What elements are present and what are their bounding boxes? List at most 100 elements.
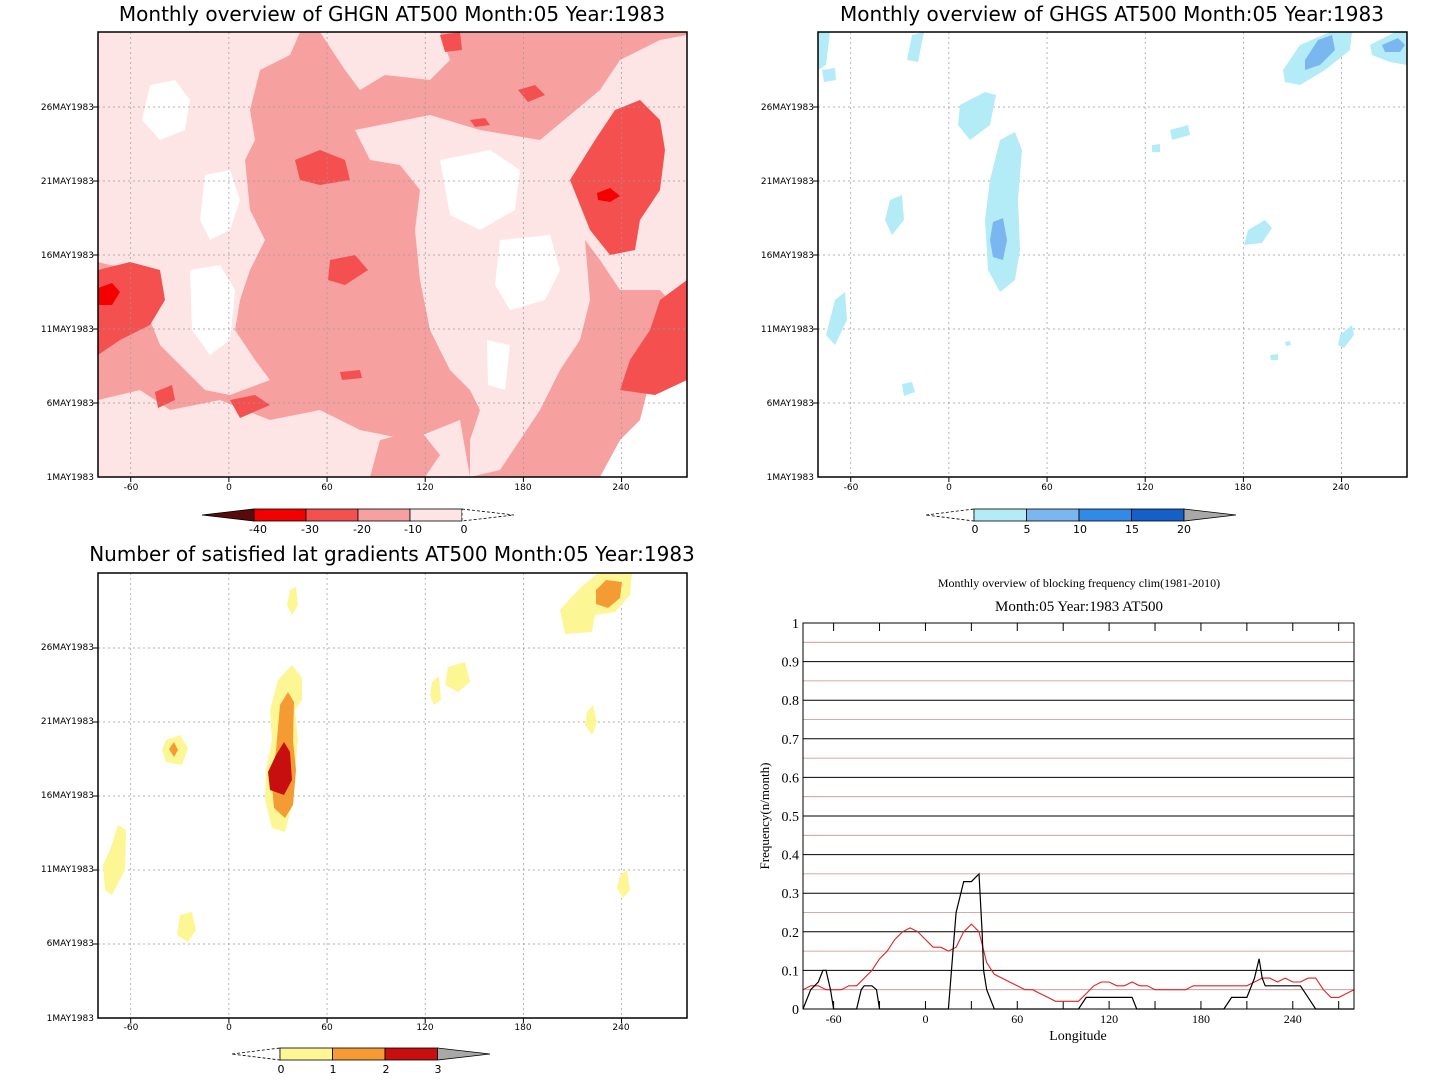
y-tick-label: 26MAY1983 <box>41 643 94 653</box>
ghgn-white-region-2 <box>200 170 240 240</box>
frequency-plot-frame <box>802 622 1355 1010</box>
y-tick-label: 6MAY1983 <box>47 399 94 409</box>
colorbar-label: 3 <box>435 1063 442 1076</box>
grad-level1-region <box>617 870 630 898</box>
frequency-y-axis-label: Frequency(n/month) <box>757 763 772 870</box>
grad-level1-region <box>585 705 597 735</box>
ghgn-plot-frame <box>97 31 688 478</box>
ghgn-strong-region-small-3 <box>518 85 545 102</box>
ghgn-peak-region-left <box>98 283 120 305</box>
y-tick-label: 21MAY1983 <box>41 717 94 727</box>
ghgs-light-region <box>1338 325 1354 348</box>
colorbar-swatch <box>305 508 359 522</box>
y-tick-label: 6MAY1983 <box>47 939 94 949</box>
ghgn-gridlines <box>93 32 687 482</box>
y-tick-label: 11MAY1983 <box>41 865 94 875</box>
colorbar-swatch <box>357 508 411 522</box>
colorbar-label: 5 <box>1024 523 1031 536</box>
panel-frequency: Monthly overview of blocking frequency c… <box>757 576 1355 1044</box>
x-tick-label: 60 <box>321 483 333 493</box>
grad-x-ticks: -60 0 60 120 180 240 <box>124 1023 630 1033</box>
colorbar-swatch <box>231 1047 281 1061</box>
frequency-y-ticks: 0 0.1 0.2 0.3 0.4 0.5 0.6 0.7 0.8 0.9 1 <box>782 617 800 1018</box>
colorbar-label: -30 <box>301 523 319 536</box>
y-tick-label: 0.2 <box>782 926 800 941</box>
colorbar-swatch <box>1026 508 1080 522</box>
panel-ghgn: Monthly overview of GHGN AT500 Month:05 … <box>41 2 688 536</box>
frequency-x-ticks: -60 0 60 120 180 240 <box>826 1012 1302 1026</box>
colorbar-label: -20 <box>353 523 371 536</box>
colorbar-label: 10 <box>1073 523 1087 536</box>
x-tick-label: 180 <box>514 483 531 493</box>
series-line-black <box>802 872 1354 1010</box>
ghgs-field <box>818 32 1407 396</box>
y-tick-label: 0 <box>792 1003 799 1018</box>
x-tick-label: 120 <box>416 1023 433 1033</box>
ghgn-white-region-3 <box>190 265 235 355</box>
ghgs-light-region <box>958 92 996 140</box>
x-tick-label: 0 <box>922 1012 928 1026</box>
x-tick-label: 180 <box>1234 483 1251 493</box>
panel-ghgs-title: Monthly overview of GHGS AT500 Month:05 … <box>840 2 1384 26</box>
x-tick-label: 0 <box>226 1023 232 1033</box>
ghgs-field-background <box>818 32 1407 477</box>
ghgn-white-region-7 <box>600 370 687 477</box>
ghgn-y-ticks: 1MAY1983 6MAY1983 11MAY1983 16MAY1983 21… <box>41 103 94 483</box>
y-tick-label: 0.7 <box>782 733 800 748</box>
ghgn-mid-region-bottom <box>370 430 440 477</box>
y-tick-label: 0.9 <box>782 656 800 671</box>
grad-level3-region <box>268 742 292 795</box>
frequency-gridlines <box>803 623 1354 1009</box>
ghgs-light-region <box>818 32 830 70</box>
ghgs-y-ticks: 1MAY1983 6MAY1983 11MAY1983 16MAY1983 21… <box>761 103 814 483</box>
x-tick-label: 180 <box>1192 1012 1210 1026</box>
y-tick-label: 0.6 <box>782 771 800 786</box>
panel-ghgn-title: Monthly overview of GHGN AT500 Month:05 … <box>119 2 665 26</box>
colorbar-swatch <box>201 508 255 522</box>
y-tick-label: 26MAY1983 <box>41 103 94 113</box>
x-tick-label: 120 <box>416 483 433 493</box>
x-tick-label: -60 <box>826 1012 842 1026</box>
grad-colorbar: 0 1 2 3 <box>231 1047 491 1076</box>
ghgs-mid-region <box>1382 38 1405 52</box>
colorbar-label: 0 <box>278 1063 285 1076</box>
y-tick-label: 1MAY1983 <box>47 473 94 483</box>
grad-level2-region <box>169 742 178 757</box>
ghgn-x-ticks: -60 0 60 120 180 240 <box>124 483 630 493</box>
colorbar-swatch <box>925 508 975 522</box>
ghgn-light-region-top <box>320 32 450 90</box>
colorbar-label: 1 <box>330 1063 337 1076</box>
ghgs-light-region <box>902 382 915 396</box>
x-tick-label: 60 <box>1011 1012 1023 1026</box>
x-tick-label: 60 <box>1041 483 1053 493</box>
grad-level1-region <box>177 912 196 942</box>
grad-level1-region <box>430 676 441 705</box>
x-tick-label: 240 <box>612 483 629 493</box>
ghgs-light-region <box>1244 220 1272 245</box>
ghgs-light-region <box>1152 144 1160 152</box>
colorbar-swatch <box>332 1047 386 1061</box>
ghgs-light-region <box>885 195 904 235</box>
y-tick-label: 26MAY1983 <box>761 103 814 113</box>
ghgn-strong-region-small-6 <box>470 118 490 127</box>
ghgn-strong-region-mid <box>328 255 368 285</box>
colorbar-label: -40 <box>249 523 267 536</box>
colorbar-label: 15 <box>1125 523 1139 536</box>
x-tick-label: 60 <box>321 1023 333 1033</box>
ghgn-white-region-6 <box>487 340 510 390</box>
x-tick-label: 120 <box>1136 483 1153 493</box>
y-tick-label: 21MAY1983 <box>761 177 814 187</box>
panel-grad-title: Number of satisfied lat gradients AT500 … <box>89 542 695 566</box>
y-tick-label: 0.1 <box>782 964 800 979</box>
colorbar-label: 2 <box>383 1063 390 1076</box>
panel-grad: Number of satisfied lat gradients AT500 … <box>41 542 695 1076</box>
x-tick-label: -60 <box>844 483 859 493</box>
colorbar-swatch <box>1183 508 1237 522</box>
colorbar-label: -10 <box>404 523 422 536</box>
ghgs-light-region <box>1285 341 1291 346</box>
colorbar-swatch <box>1131 508 1185 522</box>
ghgn-strong-region-small-1 <box>230 395 270 418</box>
grad-field <box>103 573 632 942</box>
ghgn-strong-region-right-low <box>620 280 687 395</box>
y-tick-label: 16MAY1983 <box>41 251 94 261</box>
